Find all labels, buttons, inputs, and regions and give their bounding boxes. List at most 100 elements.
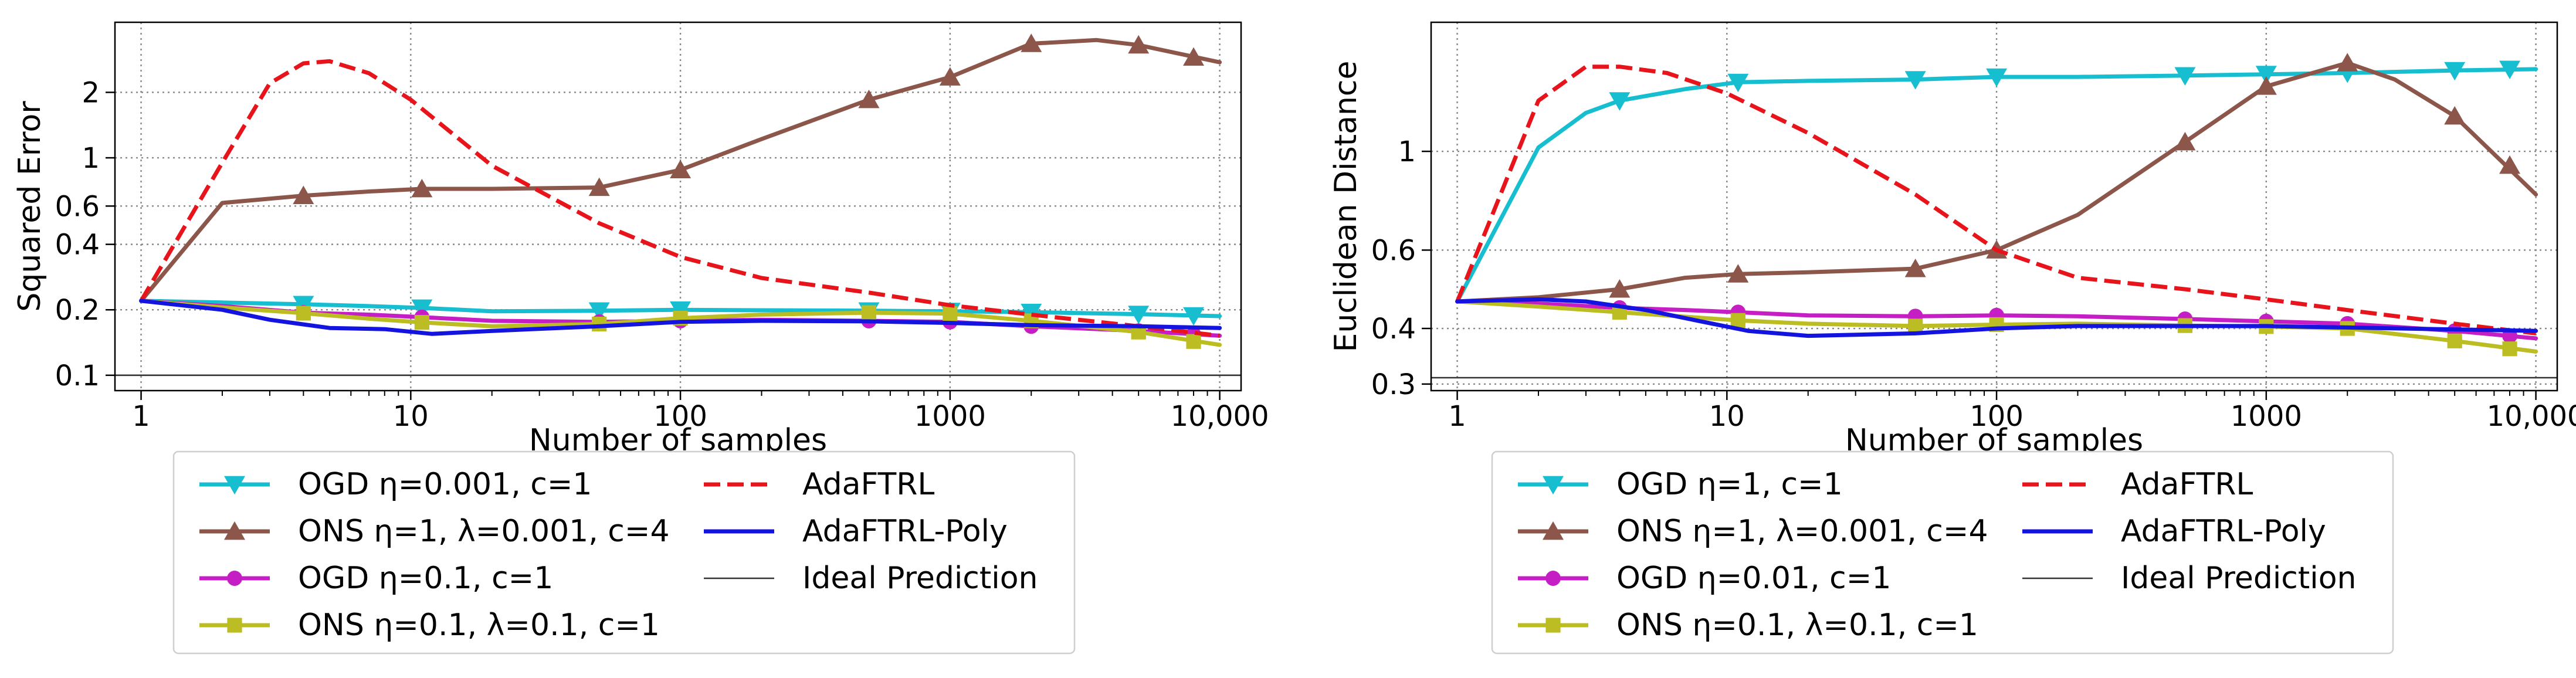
- data-point: [2255, 76, 2277, 95]
- data-point: [858, 89, 880, 109]
- y-axis-label: Squared Error: [12, 101, 48, 312]
- legend: OGD η=1, c=1 ONS η=1, λ=0.001, c=4 OGD η=0…: [1491, 450, 2394, 655]
- legend-label: OGD η=0.001, c=1: [298, 467, 592, 502]
- legend-label: AdaFTRL: [2121, 467, 2253, 502]
- plot-frame: [114, 21, 1242, 392]
- data-point: [670, 301, 692, 320]
- data-point: [1904, 258, 1926, 277]
- legend-label: ONS η=1, λ=0.001, c=4: [298, 514, 670, 549]
- data-point: [1904, 71, 1926, 90]
- data-point: [1186, 334, 1201, 349]
- data-point: [943, 306, 958, 321]
- series-line-6: [139, 299, 1222, 336]
- legend-marker: [227, 571, 242, 586]
- legend-label: Ideal Prediction: [2121, 561, 2357, 596]
- data-point: [1730, 313, 1745, 328]
- data-point: [2337, 53, 2358, 72]
- data-point: [1609, 92, 1631, 111]
- x-tick-label: 100: [1970, 400, 2023, 433]
- data-point: [670, 160, 692, 179]
- legend-marker: [1543, 476, 1564, 495]
- y-tick-label: 0.6: [55, 190, 100, 223]
- y-tick-label: 0.4: [1371, 313, 1416, 345]
- legend-marker: [227, 618, 242, 633]
- data-point: [588, 177, 610, 196]
- series-group: [1431, 53, 2557, 379]
- legend-label: AdaFTRL-Poly: [2121, 514, 2326, 549]
- x-tick-label: 1000: [914, 400, 986, 433]
- x-tick-label: 10: [1709, 400, 1745, 433]
- legend-box: [1491, 450, 2394, 655]
- data-point: [939, 67, 961, 86]
- legend-label: AdaFTRL: [802, 467, 934, 502]
- series-line-4: [139, 299, 1222, 347]
- series-line-5: [139, 59, 1221, 338]
- legend-marker: [224, 521, 245, 540]
- data-point: [1986, 68, 2008, 87]
- series-line-6: [1455, 297, 2538, 338]
- legend-label: OGD η=0.01, c=1: [1616, 561, 1891, 596]
- y-axis-label: Euclidean Distance: [1328, 60, 1364, 352]
- data-point: [2499, 60, 2521, 80]
- data-point: [1128, 306, 1150, 324]
- data-point: [2255, 66, 2277, 84]
- data-point: [2502, 341, 2517, 357]
- data-point: [861, 305, 877, 320]
- x-tick-label: 100: [653, 400, 707, 433]
- data-point: [1128, 35, 1150, 54]
- data-point: [2444, 106, 2466, 125]
- x-tick-label: 1000: [2231, 400, 2302, 433]
- series-group: [115, 33, 1241, 377]
- y-tick-label: 1: [1398, 135, 1416, 168]
- legend-label: Ideal Prediction: [802, 561, 1038, 596]
- data-point: [1727, 264, 1749, 283]
- data-point: [2499, 155, 2521, 174]
- y-tick-label: 2: [82, 76, 100, 109]
- data-point: [2174, 131, 2196, 151]
- y-tick-label: 0.1: [55, 360, 100, 392]
- data-point: [411, 299, 433, 318]
- data-point: [1183, 307, 1205, 326]
- x-tick-label: 1: [1448, 400, 1466, 433]
- data-point: [411, 178, 433, 198]
- legend-box: [172, 450, 1076, 655]
- data-point: [1021, 303, 1042, 323]
- legend-label: ONS η=0.1, λ=0.1, c=1: [1616, 608, 1978, 643]
- legend-marker: [1545, 571, 1561, 586]
- x-tick-label: 1: [132, 400, 150, 433]
- data-point: [2447, 333, 2462, 348]
- data-point: [1908, 318, 1923, 334]
- data-point: [414, 315, 429, 330]
- y-tick-label: 1: [82, 142, 100, 175]
- data-point: [293, 185, 314, 204]
- legend-label: AdaFTRL-Poly: [802, 514, 1008, 549]
- data-point: [2444, 62, 2466, 81]
- legend-label: ONS η=1, λ=0.001, c=4: [1616, 514, 1988, 549]
- data-point: [1183, 47, 1205, 66]
- data-point: [296, 306, 311, 321]
- legend-label: OGD η=1, c=1: [1616, 467, 1843, 502]
- legend-marker: [1545, 618, 1561, 633]
- data-point: [2174, 67, 2196, 86]
- legend-label: ONS η=0.1, λ=0.1, c=1: [298, 608, 660, 643]
- data-point: [1021, 33, 1042, 52]
- data-point: [1727, 73, 1749, 93]
- series-line-5: [1455, 65, 2537, 335]
- legend: OGD η=0.001, c=1 ONS η=1, λ=0.001, c=4 OGD…: [172, 450, 1076, 655]
- legend-marker: [1543, 521, 1564, 540]
- y-tick-label: 0.2: [55, 294, 100, 327]
- x-tick-label: 10,000: [2487, 400, 2576, 433]
- legend-marker: [224, 476, 245, 495]
- data-point: [1609, 279, 1631, 298]
- x-tick-label: 10,000: [1171, 400, 1269, 433]
- data-point: [588, 302, 610, 321]
- legend-label: OGD η=0.1, c=1: [298, 561, 553, 596]
- plot-frame: [1430, 21, 2558, 392]
- y-tick-label: 0.6: [1371, 234, 1416, 267]
- y-tick-label: 0.3: [1371, 368, 1416, 401]
- y-tick-label: 0.4: [55, 229, 100, 262]
- x-tick-label: 10: [393, 400, 429, 433]
